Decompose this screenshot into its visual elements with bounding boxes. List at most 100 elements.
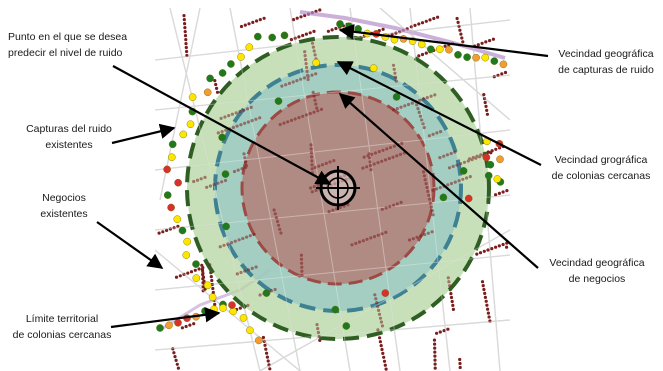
noise-capture-dot bbox=[227, 60, 235, 68]
business-dot bbox=[232, 169, 237, 174]
business-dot bbox=[448, 284, 452, 288]
business-dot bbox=[211, 290, 215, 295]
business-dot bbox=[236, 168, 240, 172]
business-dot bbox=[380, 232, 384, 236]
business-dot bbox=[451, 164, 455, 168]
business-dot bbox=[205, 185, 209, 189]
noise-capture-dot bbox=[454, 51, 462, 59]
business-dot bbox=[174, 275, 179, 279]
business-dot bbox=[361, 166, 365, 170]
business-dot bbox=[299, 257, 304, 261]
business-dot bbox=[387, 156, 391, 161]
business-dot bbox=[251, 20, 255, 24]
business-dot bbox=[219, 116, 223, 120]
business-dot bbox=[245, 164, 249, 168]
label-boundary-line2: de colonias cercanas bbox=[13, 329, 112, 341]
business-dot bbox=[388, 205, 392, 209]
label-noise-captures-line1: Capturas del ruido bbox=[26, 123, 112, 135]
business-dot bbox=[315, 323, 319, 327]
business-dot bbox=[395, 107, 399, 111]
label-prediction-point-line1: Punto en el que se desea bbox=[8, 31, 127, 43]
business-dot bbox=[267, 363, 271, 367]
business-dot bbox=[244, 160, 248, 164]
noise-capture-dot bbox=[163, 165, 171, 174]
noise-capture-dot bbox=[262, 289, 271, 297]
business-dot bbox=[280, 84, 284, 88]
business-dot bbox=[184, 45, 188, 50]
business-dot bbox=[505, 245, 509, 249]
business-dot bbox=[395, 154, 399, 158]
business-dot bbox=[416, 107, 420, 111]
label-business-neighborhood-line1: Vecindad geográfica bbox=[549, 257, 644, 269]
business-dot bbox=[310, 155, 314, 159]
business-dot bbox=[424, 182, 428, 186]
business-dot bbox=[436, 15, 440, 19]
business-dot bbox=[457, 24, 461, 28]
street-line bbox=[469, 8, 501, 371]
business-dot bbox=[409, 25, 413, 29]
business-dot bbox=[477, 155, 482, 159]
business-dot bbox=[227, 114, 231, 118]
business-dot bbox=[230, 112, 234, 116]
business-dot bbox=[312, 29, 316, 33]
business-dot bbox=[291, 80, 295, 84]
business-dot bbox=[392, 203, 396, 207]
business-dot bbox=[368, 163, 373, 167]
business-dot bbox=[383, 363, 387, 367]
business-dot bbox=[419, 234, 423, 238]
business-dot bbox=[310, 163, 314, 167]
business-dot bbox=[438, 330, 442, 334]
business-dot bbox=[273, 287, 277, 292]
business-dot bbox=[500, 72, 504, 76]
business-dot bbox=[220, 180, 224, 184]
business-dot bbox=[168, 227, 172, 231]
business-dot bbox=[428, 18, 432, 22]
noise-capture-dot bbox=[417, 40, 426, 49]
business-dot bbox=[458, 361, 462, 366]
business-dot bbox=[406, 102, 411, 107]
business-dot bbox=[395, 202, 399, 206]
business-dot bbox=[434, 187, 439, 191]
business-dot bbox=[429, 205, 433, 209]
business-dot bbox=[224, 128, 228, 132]
noise-capture-dot bbox=[459, 167, 468, 175]
noise-capture-dot bbox=[482, 153, 491, 162]
business-dot bbox=[433, 93, 437, 97]
business-dot bbox=[305, 69, 309, 74]
business-dot bbox=[394, 31, 398, 35]
street-line bbox=[379, 8, 510, 121]
business-dot bbox=[278, 122, 282, 127]
business-dot bbox=[249, 105, 253, 109]
business-dot bbox=[380, 347, 384, 352]
business-dot bbox=[308, 111, 312, 116]
arrow-business-neighborhood bbox=[338, 92, 539, 269]
noise-capture-dots bbox=[156, 20, 508, 345]
business-dot bbox=[422, 126, 426, 130]
business-dot bbox=[263, 343, 267, 347]
business-dot bbox=[357, 240, 362, 244]
business-dot bbox=[457, 179, 461, 183]
business-dot bbox=[461, 40, 465, 44]
business-dot bbox=[368, 160, 372, 164]
business-dot bbox=[368, 156, 372, 160]
business-dot bbox=[445, 153, 449, 157]
street-line bbox=[349, 8, 401, 371]
business-dot bbox=[183, 34, 188, 38]
business-dot bbox=[381, 351, 385, 355]
business-dot bbox=[230, 241, 234, 245]
business-dot bbox=[293, 117, 297, 121]
business-dot bbox=[433, 358, 437, 362]
business-dot bbox=[306, 77, 310, 82]
business-dot bbox=[458, 357, 462, 362]
business-dot bbox=[289, 38, 293, 42]
business-dot bbox=[279, 231, 283, 235]
business-dot bbox=[199, 177, 203, 181]
business-dot bbox=[447, 280, 451, 284]
business-dot bbox=[370, 152, 374, 156]
business-dot bbox=[250, 119, 254, 123]
label-colonies-neighborhood-line2: de colonias cercanas bbox=[552, 170, 651, 182]
business-dot bbox=[213, 302, 217, 306]
business-dot bbox=[202, 279, 206, 283]
business-dot bbox=[261, 335, 265, 340]
